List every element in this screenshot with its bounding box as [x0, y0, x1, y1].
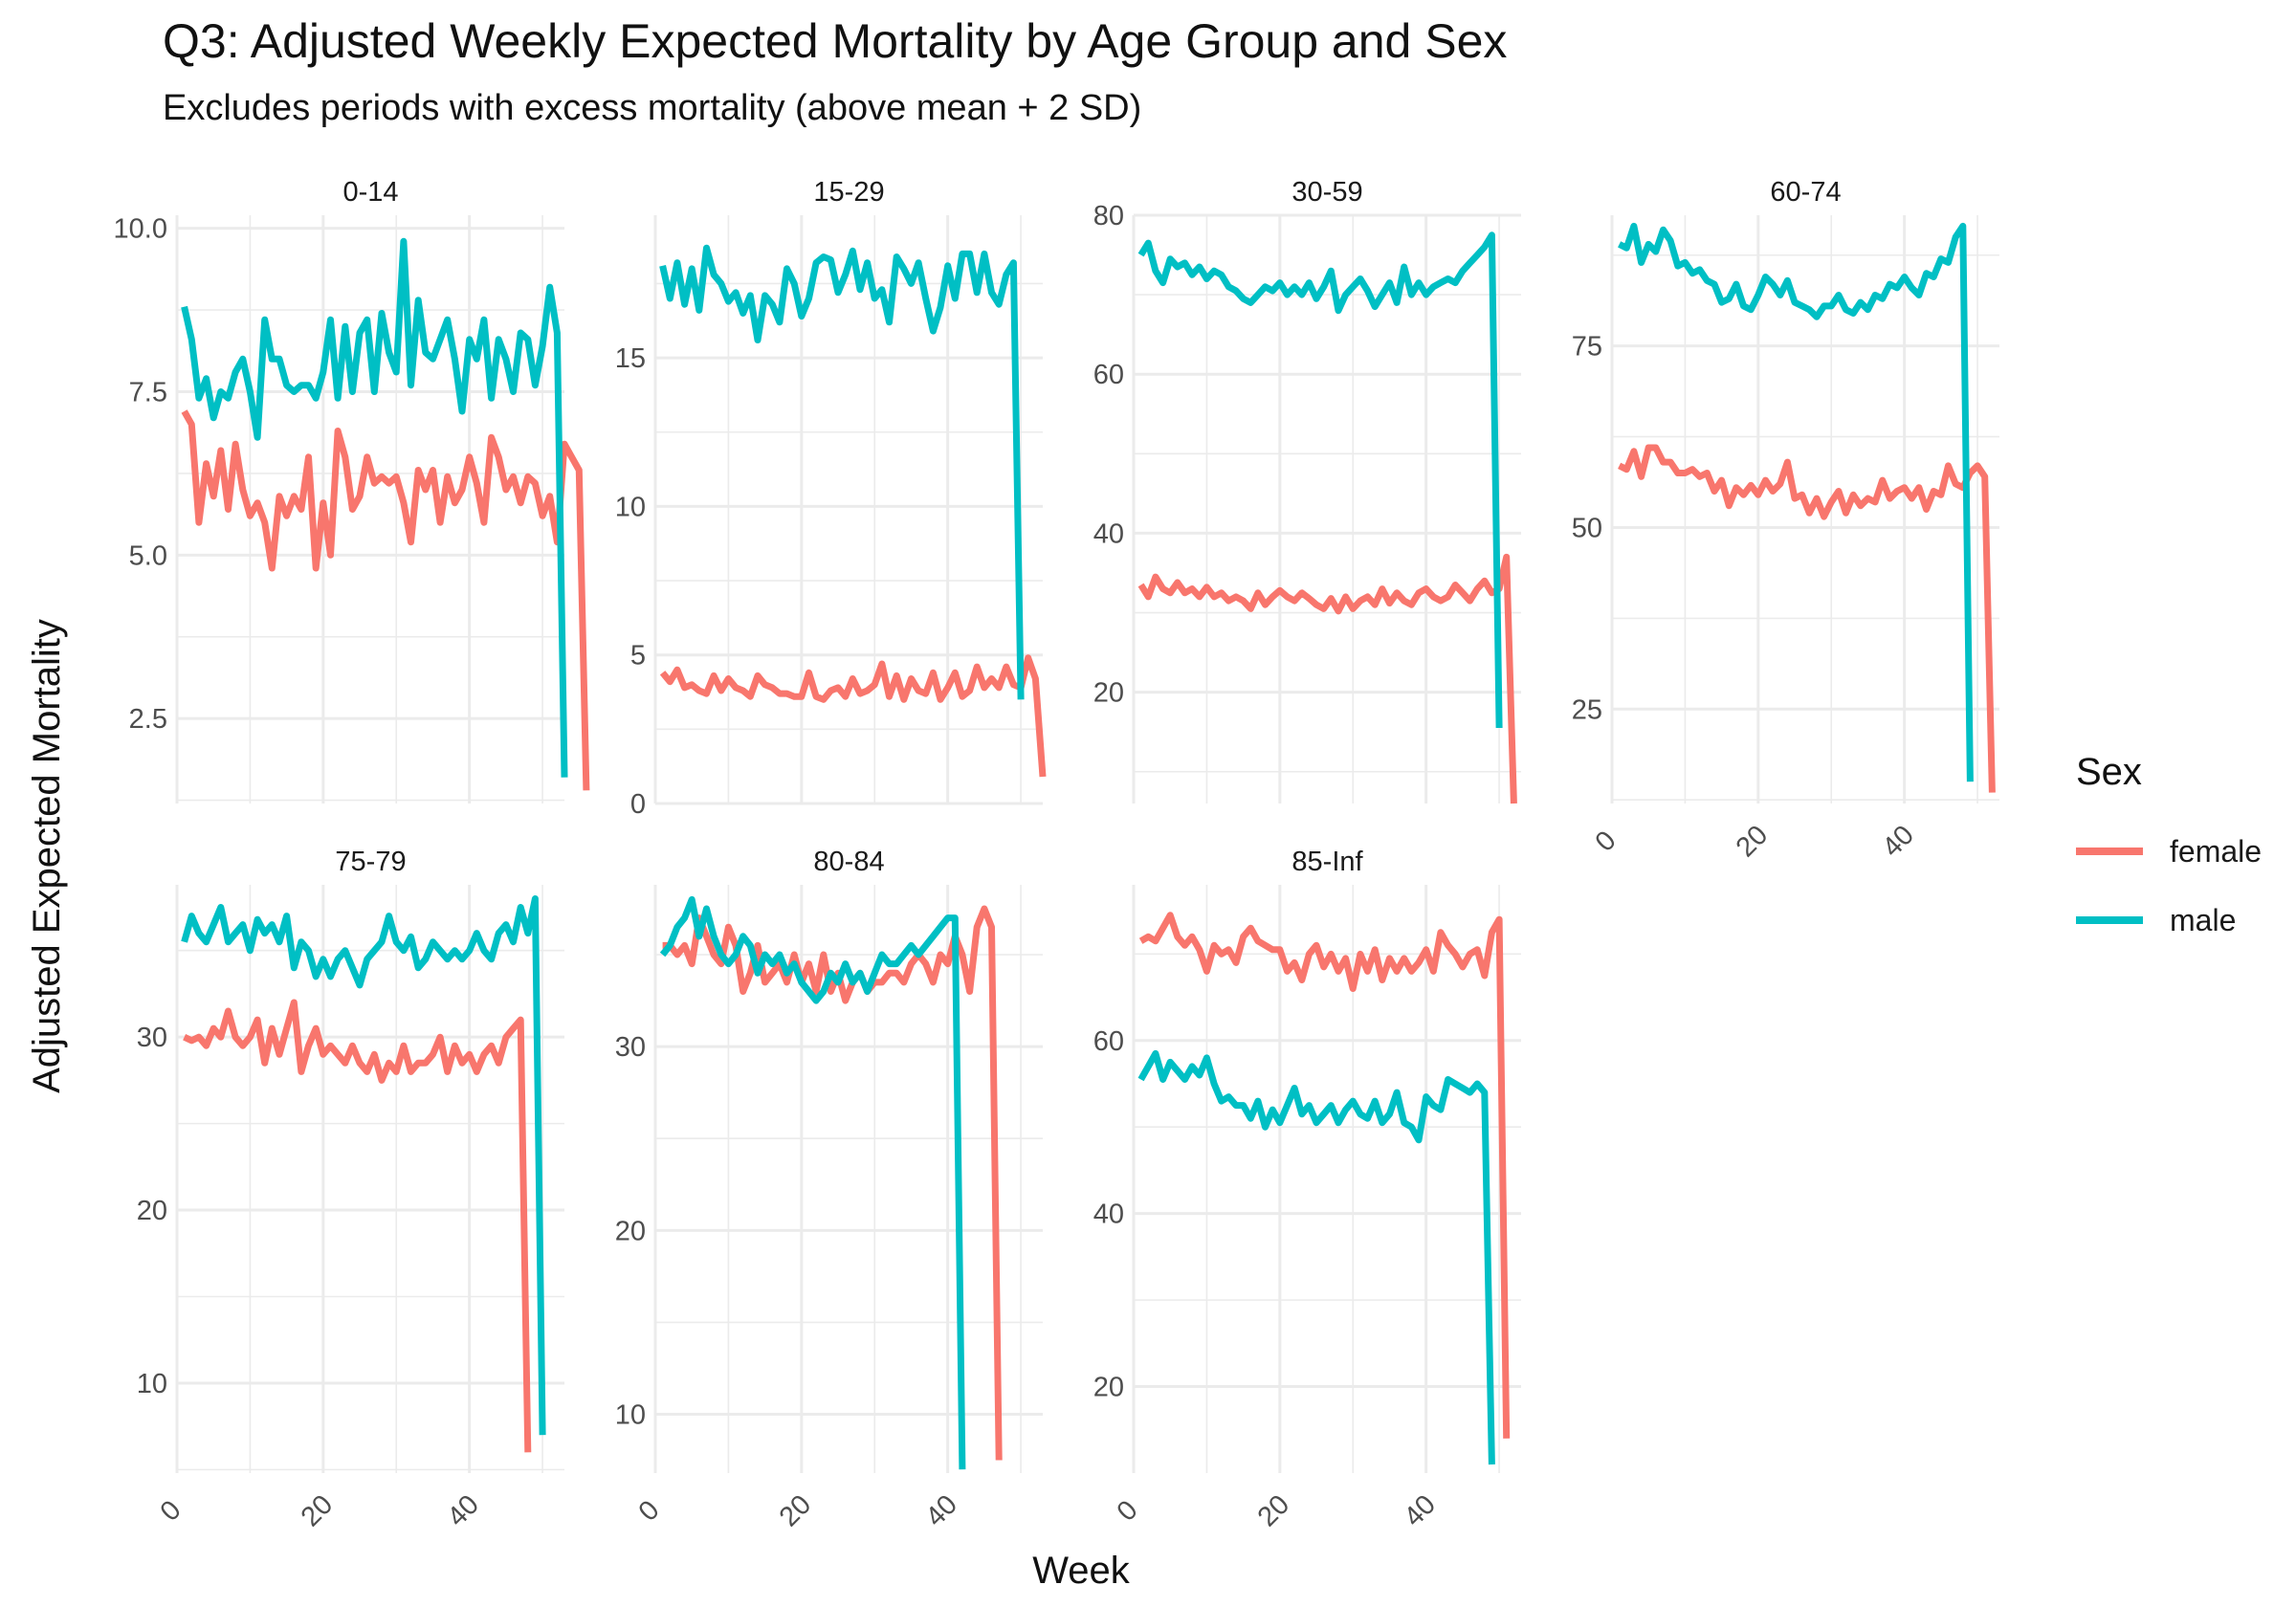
- facet-label: 60-74: [1770, 177, 1841, 208]
- panel-30-59: 30-59 20 40 60 80: [1093, 177, 1521, 804]
- y-tick-label: 60: [1093, 360, 1124, 390]
- panel-80-84: 80-84 10 20 30 0 20 40: [615, 847, 1043, 1532]
- y-tick-label: 0: [630, 789, 646, 820]
- facet-label: 0-14: [342, 177, 398, 208]
- series-line-female: [662, 905, 1003, 1461]
- y-tick-label: 20: [1093, 678, 1124, 709]
- y-tick-label: 80: [1093, 201, 1124, 231]
- series-line-female: [1138, 912, 1511, 1439]
- panel-grid: [653, 215, 1043, 805]
- series-line-female: [659, 654, 1047, 778]
- series-line-female: [181, 409, 590, 791]
- x-tick-label: 0: [155, 1495, 188, 1528]
- y-tick-label: 10: [615, 492, 646, 522]
- legend: Sex female male: [2076, 751, 2262, 937]
- y-tick-label: 20: [615, 1216, 646, 1246]
- y-tick-label: 50: [1572, 513, 1602, 543]
- y-tick-label: 20: [1093, 1373, 1124, 1403]
- x-tick-label: 20: [1731, 820, 1774, 863]
- panel-grid: [1132, 213, 1521, 804]
- series-line-male: [1137, 1049, 1495, 1465]
- chart-title: Q3: Adjusted Weekly Expected Mortality b…: [163, 14, 1508, 68]
- series-line-female: [1618, 444, 1996, 793]
- y-tick-label: 40: [1093, 518, 1124, 549]
- y-tick-label: 10.0: [114, 214, 167, 245]
- y-tick-label: 20: [137, 1196, 167, 1226]
- series-line-male: [181, 237, 568, 778]
- x-tick-label: 20: [296, 1489, 339, 1532]
- y-tick-label: 40: [1093, 1200, 1124, 1230]
- series-line-male: [659, 895, 966, 1470]
- facet-label: 80-84: [813, 847, 884, 877]
- panel-75-79: 75-79 10 20 30 0 20 40: [137, 847, 564, 1532]
- facet-panels: 0-142.55.07.510.015-2905101530-592040608…: [114, 177, 1999, 1532]
- x-tick-label: 40: [920, 1489, 963, 1532]
- y-tick-label: 60: [1093, 1026, 1124, 1057]
- x-tick-label: 20: [774, 1489, 817, 1532]
- y-tick-label: 7.5: [129, 378, 167, 408]
- panel-60-74: 60-74 25 50 75 0 20 40: [1572, 177, 1999, 863]
- facet-label: 30-59: [1292, 177, 1362, 208]
- legend-title: Sex: [2076, 751, 2142, 793]
- y-tick-label: 75: [1572, 332, 1602, 363]
- y-tick-label: 30: [137, 1023, 167, 1053]
- y-axis-title: Adjusted Expected Mortality: [26, 619, 68, 1093]
- series-line-male: [181, 895, 546, 1436]
- y-tick-label: 10: [137, 1369, 167, 1399]
- x-tick-label: 0: [1590, 826, 1623, 858]
- panel-grid: [1132, 885, 1521, 1473]
- series-line-male: [1137, 231, 1503, 729]
- series-line-female: [1137, 553, 1517, 804]
- x-tick-label: 0: [633, 1495, 666, 1528]
- legend-label-female: female: [2170, 834, 2262, 869]
- panel-15-29: 15-29 0 5 10 15: [615, 177, 1047, 820]
- y-tick-label: 5.0: [129, 540, 167, 571]
- panel-grid: [175, 215, 564, 804]
- panel-grid: [1610, 215, 1999, 804]
- y-tick-label: 15: [615, 343, 646, 374]
- series-line-male: [1618, 222, 1974, 782]
- facet-label: 75-79: [335, 847, 406, 877]
- x-tick-label: 0: [1112, 1495, 1144, 1528]
- series-line-female: [183, 999, 532, 1453]
- x-tick-label: 40: [1399, 1489, 1442, 1532]
- y-tick-label: 30: [615, 1032, 646, 1063]
- chart-subtitle: Excludes periods with excess mortality (…: [163, 88, 1142, 128]
- y-tick-label: 25: [1572, 694, 1602, 725]
- y-tick-label: 5: [630, 641, 646, 671]
- y-tick-label: 10: [615, 1400, 646, 1431]
- panel-0-14: 0-14 2.5 5.0 7.5 10.0: [114, 177, 590, 804]
- facet-label: 85-Inf: [1292, 847, 1363, 877]
- x-tick-label: 40: [1877, 820, 1920, 863]
- legend-label-male: male: [2170, 903, 2236, 937]
- series-line-male: [659, 244, 1025, 700]
- x-tick-label: 40: [442, 1489, 485, 1532]
- y-tick-label: 2.5: [129, 704, 167, 735]
- facet-label: 15-29: [813, 177, 884, 208]
- panel-grid: [175, 885, 564, 1473]
- x-tick-label: 20: [1252, 1489, 1295, 1532]
- panel-85-Inf: 85-Inf 20 40 60 0 20 40: [1093, 847, 1521, 1532]
- x-axis-title: Week: [1032, 1550, 1131, 1592]
